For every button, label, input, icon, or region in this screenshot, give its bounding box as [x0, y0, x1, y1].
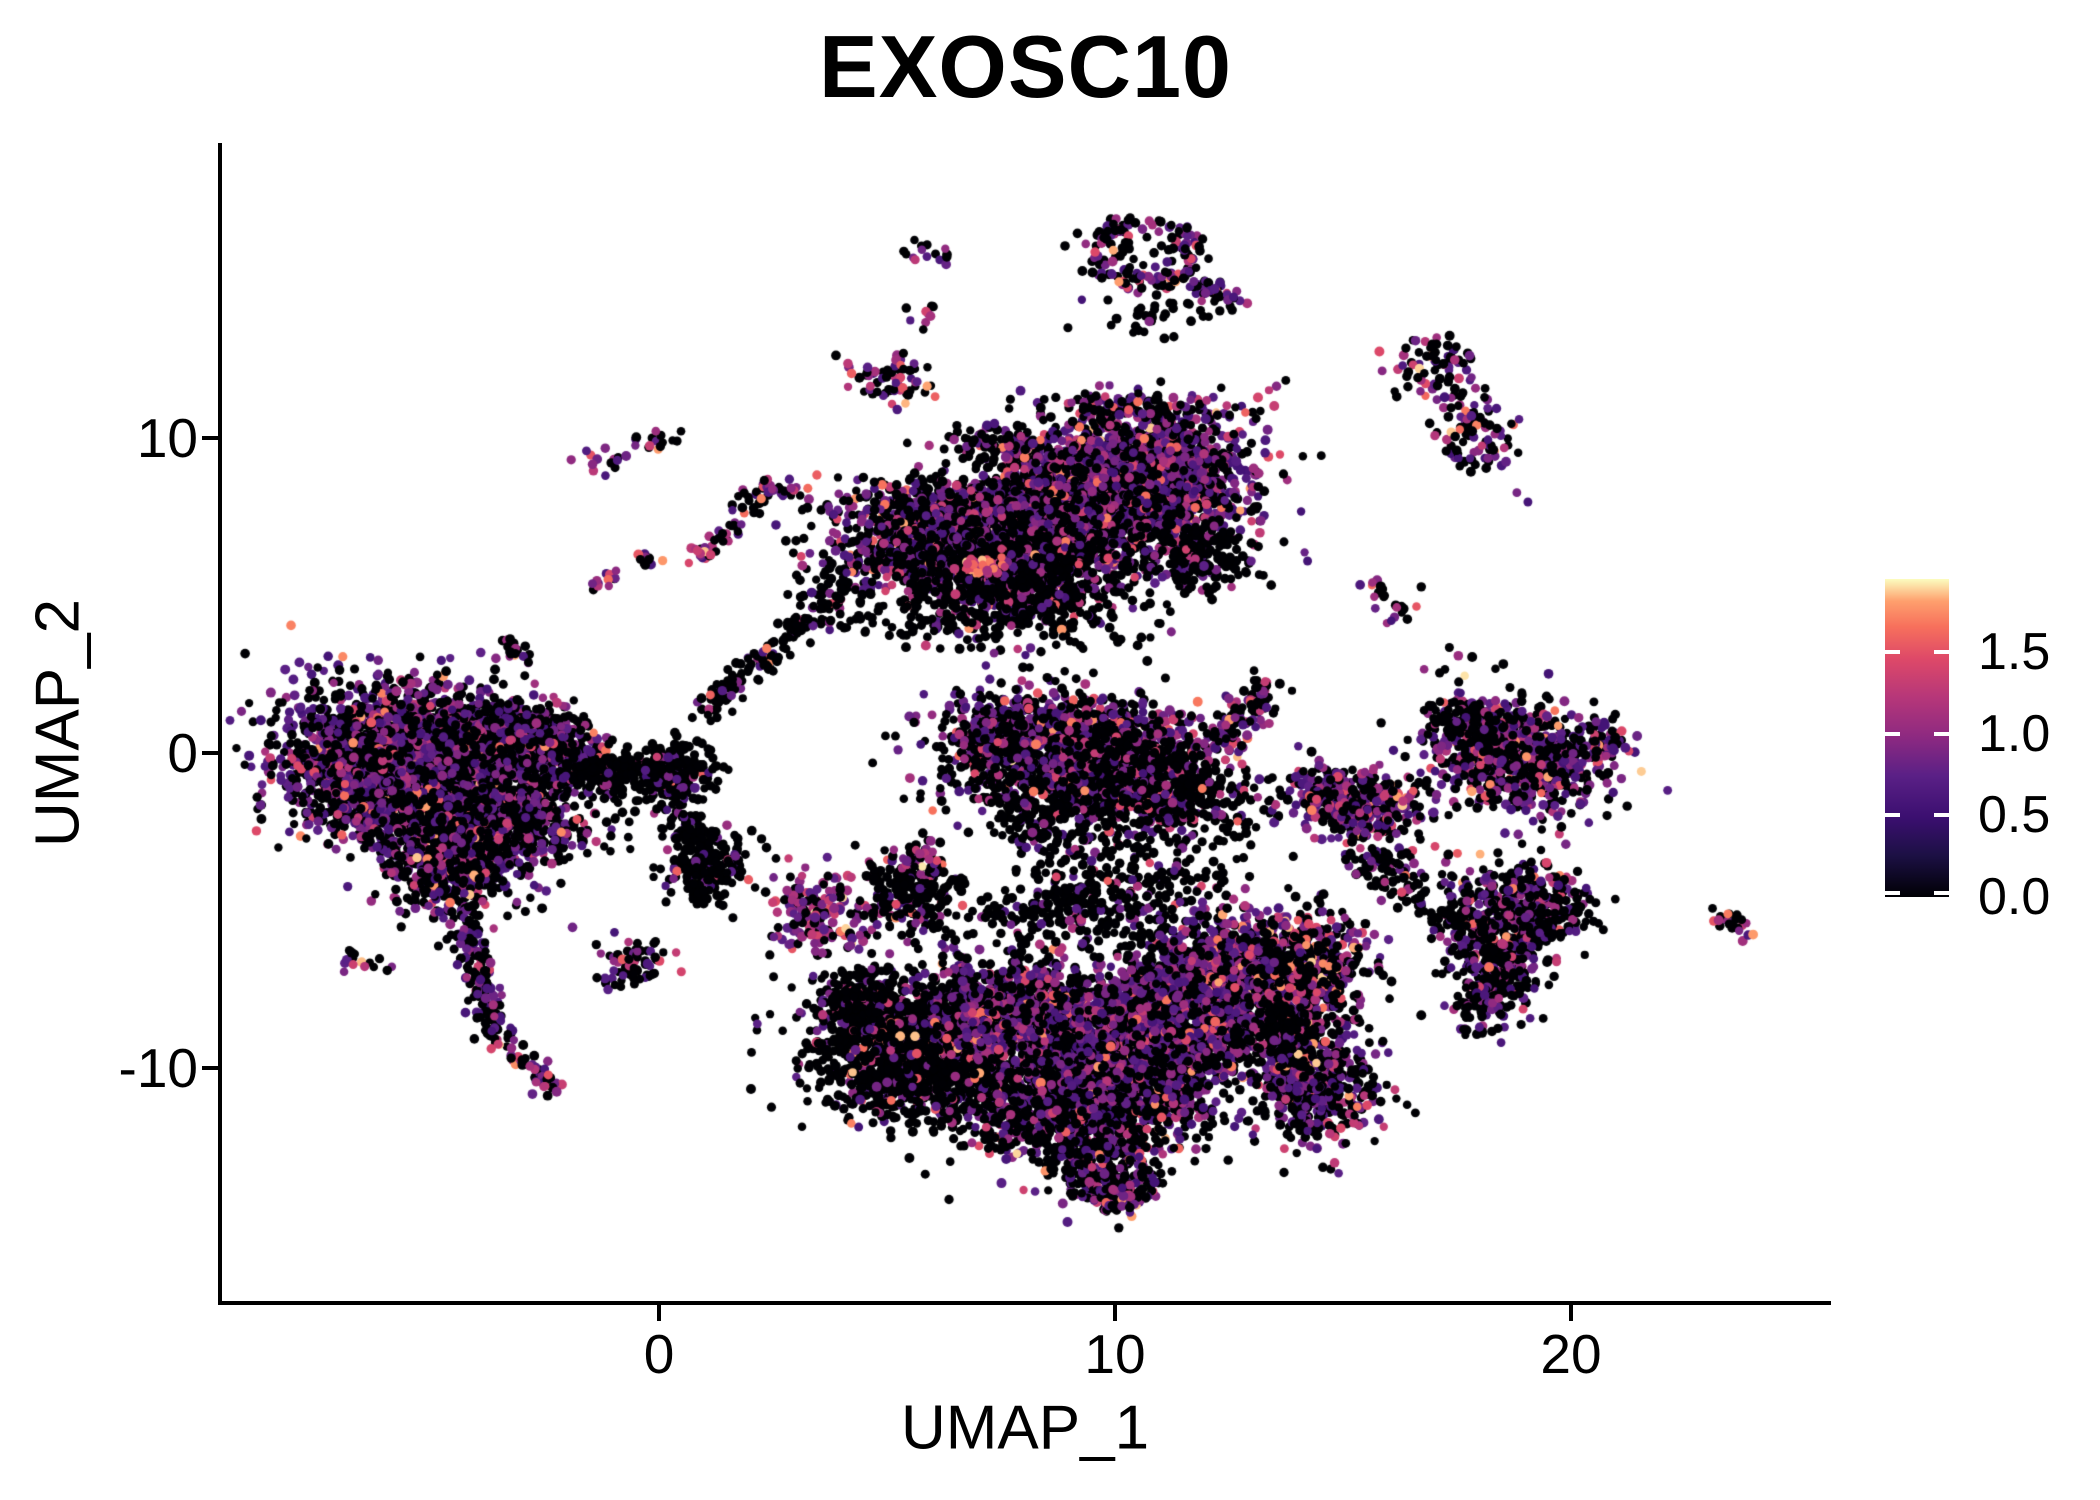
x-tick-label: 10 — [1084, 1323, 1146, 1385]
y-axis-line — [218, 143, 222, 1305]
colorbar-tick-mark — [1885, 813, 1900, 818]
x-axis-title: UMAP_1 — [900, 1393, 1150, 1463]
x-tick-mark — [1569, 1305, 1573, 1321]
colorbar-tick-mark — [1934, 891, 1949, 895]
y-tick-mark — [202, 751, 218, 755]
colorbar-tick-label: 1.0 — [1978, 704, 2051, 763]
x-axis-line — [218, 1301, 1831, 1305]
x-tick-mark — [1113, 1305, 1117, 1321]
colorbar-tick-label: 0.0 — [1978, 868, 2051, 926]
y-tick-mark — [202, 436, 218, 440]
x-tick-label: 20 — [1540, 1323, 1602, 1385]
y-tick-mark — [202, 1066, 218, 1070]
colorbar-tick-mark — [1934, 650, 1949, 655]
x-tick-label: 0 — [643, 1323, 675, 1385]
colorbar-tick-mark — [1885, 891, 1900, 895]
colorbar-gradient — [1885, 579, 1949, 897]
y-tick-label: 10 — [136, 407, 198, 469]
colorbar-tick-label: 0.5 — [1978, 786, 2051, 845]
colorbar-tick-mark — [1885, 731, 1900, 736]
colorbar-tick-mark — [1934, 731, 1949, 736]
y-tick-label: -10 — [118, 1037, 199, 1099]
x-tick-mark — [657, 1305, 661, 1321]
y-tick-label: 0 — [167, 722, 198, 784]
y-axis-title: UMAP_2 — [23, 598, 93, 848]
colorbar-tick-label: 1.5 — [1978, 623, 2051, 682]
colorbar-tick-mark — [1885, 650, 1900, 655]
colorbar-tick-mark — [1934, 813, 1949, 818]
